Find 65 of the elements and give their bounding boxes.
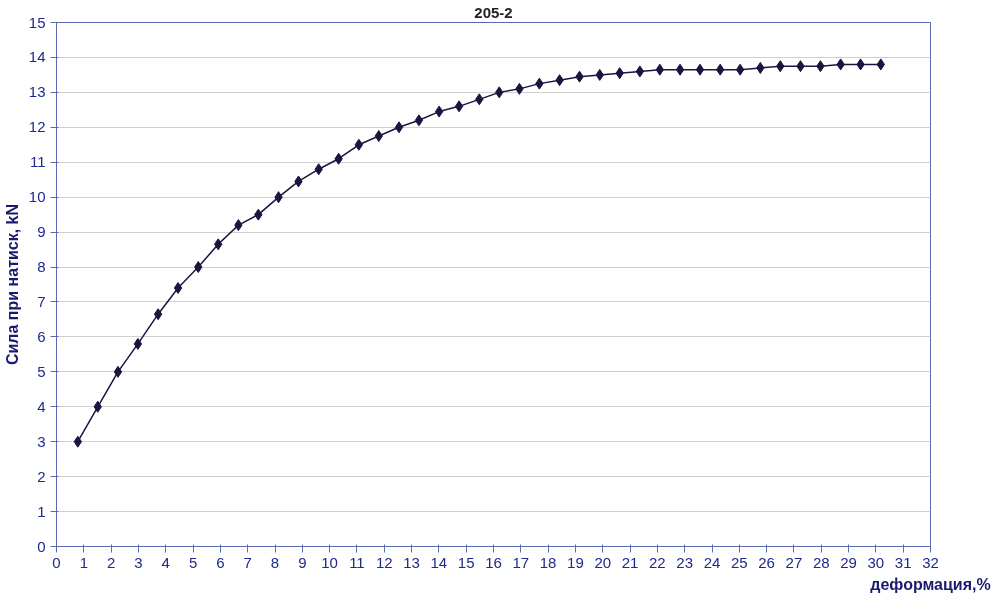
point xyxy=(394,121,404,134)
x-tick-label: 11 xyxy=(349,553,365,571)
x-tick-label: 10 xyxy=(321,553,338,571)
x-tick-label: 26 xyxy=(758,553,775,571)
x-tick-label: 12 xyxy=(375,553,393,571)
y-axis-title: Сила при натиск, kN xyxy=(3,203,21,366)
x-tick-label: 1 xyxy=(79,553,88,571)
y-tick-label: 9 xyxy=(37,223,46,241)
x-tick-label: 15 xyxy=(457,553,475,571)
point xyxy=(434,105,444,118)
y-tick-label: 6 xyxy=(37,327,46,345)
x-tick-label: 24 xyxy=(703,553,721,571)
x-tick-label: 18 xyxy=(539,553,557,571)
y-tick-label: 10 xyxy=(28,188,46,206)
x-tick-label: 7 xyxy=(243,553,252,571)
x-tick-label: 25 xyxy=(730,553,748,571)
point xyxy=(113,365,123,378)
x-tick-label: 6 xyxy=(216,553,225,571)
point xyxy=(675,63,685,76)
x-tick-label: 32 xyxy=(922,553,939,571)
point xyxy=(414,114,424,127)
x-tick-label: 2 xyxy=(106,553,116,571)
x-tick-label: 20 xyxy=(594,553,612,571)
x-tick-label: 17 xyxy=(512,553,530,571)
x-tick-label: 27 xyxy=(785,553,803,571)
x-tick-label: 19 xyxy=(567,553,584,571)
y-tick-label: 14 xyxy=(28,48,46,66)
y-tick-label: 8 xyxy=(37,258,46,276)
x-tick-label: 16 xyxy=(485,553,502,571)
point xyxy=(153,308,163,321)
x-tick-label: 4 xyxy=(161,553,170,571)
point xyxy=(133,337,143,350)
y-tick-label: 0 xyxy=(37,537,46,555)
point xyxy=(735,63,745,76)
y-tick-label: 4 xyxy=(37,397,46,415)
y-tick-label: 12 xyxy=(28,118,46,136)
x-tick-label: 23 xyxy=(676,553,694,571)
y-tick-label: 2 xyxy=(37,467,46,485)
x-tick-label: 29 xyxy=(840,553,857,571)
point xyxy=(454,100,464,113)
point xyxy=(635,65,645,78)
x-tick-label: 22 xyxy=(649,553,666,571)
x-tick-label: 0 xyxy=(52,553,61,571)
x-tick-label: 21 xyxy=(621,553,639,571)
y-tick-label: 11 xyxy=(29,153,46,171)
y-tick-label: 13 xyxy=(28,83,46,101)
y-tick-label: 7 xyxy=(37,292,46,310)
point xyxy=(695,63,705,76)
x-tick-label: 8 xyxy=(270,553,280,571)
x-tick-label: 5 xyxy=(188,553,198,571)
y-tick-label: 5 xyxy=(37,362,46,380)
y-tick-label: 3 xyxy=(37,432,46,450)
y-tick-label: 1 xyxy=(37,502,46,520)
x-axis-title: деформация,% xyxy=(870,575,991,593)
point xyxy=(354,138,364,151)
x-tick-label: 9 xyxy=(298,553,307,571)
chart-title: 205-2 xyxy=(474,3,513,21)
x-tick-label: 3 xyxy=(134,553,143,571)
x-tick-label: 14 xyxy=(430,553,448,571)
point xyxy=(173,281,183,294)
x-tick-label: 13 xyxy=(403,553,420,571)
x-tick-label: 30 xyxy=(867,553,885,571)
x-tick-label: 31 xyxy=(894,553,912,571)
x-tick-label: 28 xyxy=(812,553,830,571)
y-tick-label: 15 xyxy=(28,13,46,31)
